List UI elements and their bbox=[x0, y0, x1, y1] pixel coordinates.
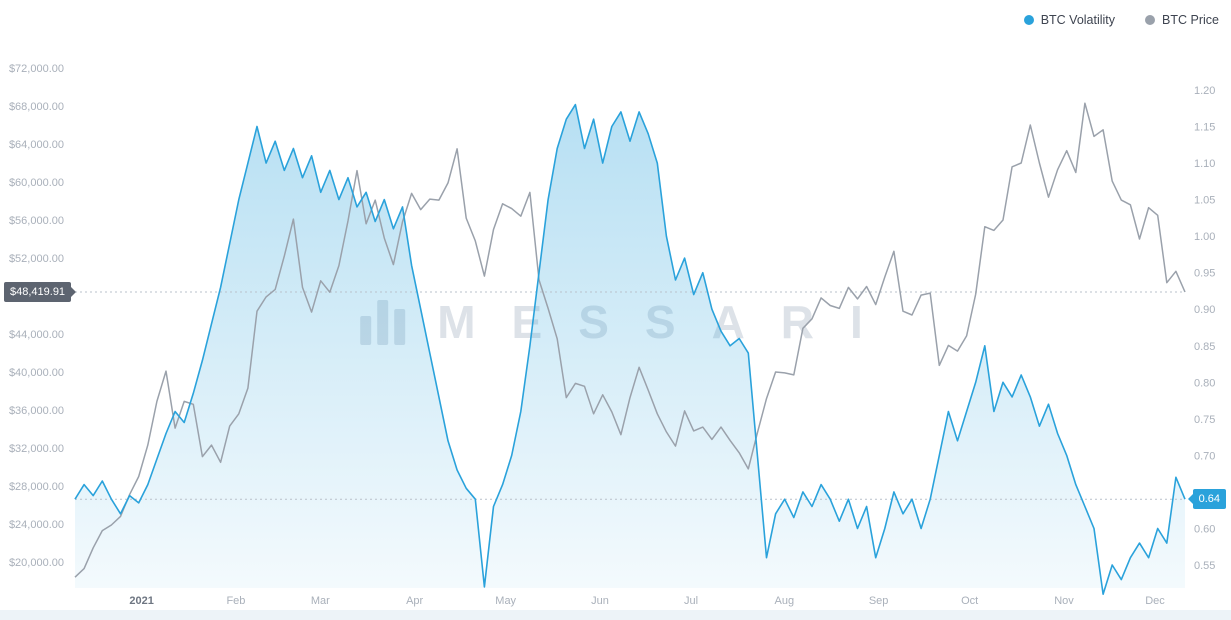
svg-text:Feb: Feb bbox=[226, 595, 245, 607]
svg-text:1.00: 1.00 bbox=[1194, 231, 1215, 243]
svg-text:$64,000.00: $64,000.00 bbox=[9, 139, 64, 151]
svg-text:Jul: Jul bbox=[684, 595, 698, 607]
svg-text:$60,000.00: $60,000.00 bbox=[9, 177, 64, 189]
legend-dot-price-icon bbox=[1145, 15, 1156, 25]
svg-text:1.05: 1.05 bbox=[1194, 195, 1215, 207]
svg-text:$36,000.00: $36,000.00 bbox=[9, 405, 64, 417]
svg-text:$52,000.00: $52,000.00 bbox=[9, 253, 64, 265]
svg-text:Nov: Nov bbox=[1054, 595, 1074, 607]
legend-item-btc-volatility[interactable]: BTC Volatility bbox=[1023, 13, 1116, 27]
svg-text:0.70: 0.70 bbox=[1194, 450, 1215, 462]
svg-text:0.80: 0.80 bbox=[1194, 377, 1215, 389]
svg-text:1.20: 1.20 bbox=[1194, 85, 1215, 97]
chart-legend: BTC Volatility BTC Price bbox=[1023, 13, 1219, 27]
legend-label-btc-volatility: BTC Volatility bbox=[1040, 13, 1116, 27]
legend-item-btc-price[interactable]: BTC Price bbox=[1145, 13, 1219, 27]
svg-text:$72,000.00: $72,000.00 bbox=[9, 63, 64, 75]
svg-text:0.95: 0.95 bbox=[1194, 268, 1215, 280]
svg-text:0.85: 0.85 bbox=[1194, 341, 1215, 353]
bottom-band bbox=[0, 610, 1231, 620]
svg-text:Oct: Oct bbox=[961, 595, 978, 607]
svg-text:Apr: Apr bbox=[406, 595, 423, 607]
svg-text:$20,000.00: $20,000.00 bbox=[9, 557, 64, 569]
svg-text:1.10: 1.10 bbox=[1194, 158, 1215, 170]
legend-label-btc-price: BTC Price bbox=[1162, 13, 1219, 27]
svg-text:$56,000.00: $56,000.00 bbox=[9, 215, 64, 227]
svg-text:0.75: 0.75 bbox=[1194, 414, 1215, 426]
svg-text:$68,000.00: $68,000.00 bbox=[9, 101, 64, 113]
svg-text:0.60: 0.60 bbox=[1194, 523, 1215, 535]
svg-text:Jun: Jun bbox=[591, 595, 609, 607]
price-current-value-badge: $48,419.91 bbox=[4, 282, 77, 302]
svg-text:0.55: 0.55 bbox=[1194, 560, 1215, 572]
svg-text:0.90: 0.90 bbox=[1194, 304, 1215, 316]
svg-text:Sep: Sep bbox=[869, 595, 889, 607]
svg-text:May: May bbox=[495, 595, 516, 607]
legend-dot-volatility-icon bbox=[1023, 15, 1034, 25]
svg-text:Dec: Dec bbox=[1145, 595, 1165, 607]
svg-text:Mar: Mar bbox=[311, 595, 330, 607]
svg-text:$24,000.00: $24,000.00 bbox=[9, 519, 64, 531]
svg-text:$32,000.00: $32,000.00 bbox=[9, 443, 64, 455]
svg-text:$40,000.00: $40,000.00 bbox=[9, 367, 64, 379]
svg-text:2021: 2021 bbox=[129, 595, 153, 607]
svg-text:$44,000.00: $44,000.00 bbox=[9, 329, 64, 341]
svg-text:1.15: 1.15 bbox=[1194, 122, 1215, 134]
svg-text:Aug: Aug bbox=[775, 595, 795, 607]
svg-text:$28,000.00: $28,000.00 bbox=[9, 481, 64, 493]
volatility-current-value-badge: 0.64 bbox=[1187, 489, 1226, 509]
